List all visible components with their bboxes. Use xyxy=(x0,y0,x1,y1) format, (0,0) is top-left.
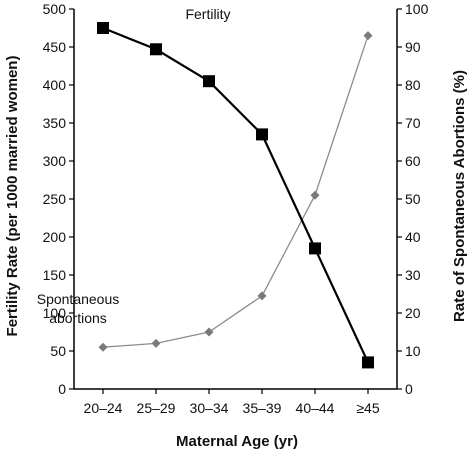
right-axis-title: Rate of Spontaneous Abortions (%) xyxy=(451,70,468,322)
left-axis-ticks: 0 50 100 150 200 250 300 350 400 450 500 xyxy=(43,1,74,397)
right-tick-label: 100 xyxy=(405,1,429,17)
x-axis-ticks: 20–24 25–29 30–34 35–39 40–44 ≥45 xyxy=(84,389,380,416)
right-tick-label: 60 xyxy=(405,153,421,169)
fertility-point xyxy=(362,356,374,369)
right-tick-label: 90 xyxy=(405,39,421,55)
fertility-line xyxy=(102,26,369,363)
right-tick-label: 40 xyxy=(405,229,421,245)
x-tick-label: 40–44 xyxy=(296,400,335,416)
abortions-line xyxy=(102,35,369,348)
annotation-fertility: Fertility xyxy=(185,6,230,22)
abortions-point xyxy=(310,190,320,200)
right-tick-label: 80 xyxy=(405,77,421,93)
fertility-point xyxy=(150,43,162,56)
right-tick-label: 70 xyxy=(405,115,421,131)
x-tick-label: 35–39 xyxy=(243,400,282,416)
x-tick-label: ≥45 xyxy=(356,400,379,416)
fertility-point xyxy=(309,242,321,255)
right-axis-ticks: 0 10 20 30 40 50 60 70 80 90 100 xyxy=(397,1,429,397)
left-axis-title: Fertility Rate (per 1000 married women) xyxy=(4,56,21,337)
fertility-point xyxy=(256,128,268,141)
x-axis-title: Maternal Age (yr) xyxy=(176,433,298,450)
left-tick-label: 300 xyxy=(43,153,67,169)
fertility-point xyxy=(97,22,109,34)
right-tick-label: 20 xyxy=(405,305,421,321)
x-tick-label: 25–29 xyxy=(137,400,176,416)
abortions-point xyxy=(204,327,214,337)
axes xyxy=(73,9,398,390)
left-tick-label: 450 xyxy=(43,39,67,55)
annotation-abortions-line2: abortions xyxy=(49,310,107,326)
left-tick-label: 0 xyxy=(58,381,66,397)
right-tick-label: 0 xyxy=(405,381,413,397)
fertility-point xyxy=(203,75,215,88)
abortions-point xyxy=(98,342,108,352)
left-tick-label: 350 xyxy=(43,115,67,131)
x-tick-label: 30–34 xyxy=(190,400,229,416)
left-tick-label: 500 xyxy=(43,1,67,17)
left-tick-label: 150 xyxy=(43,267,67,283)
series-fertility xyxy=(97,22,374,369)
abortions-point xyxy=(151,338,161,348)
left-tick-label: 200 xyxy=(43,229,67,245)
series-spontaneous-abortions xyxy=(98,31,373,352)
left-tick-label: 50 xyxy=(50,343,66,359)
annotation-abortions-line1: Spontaneous xyxy=(37,291,120,307)
left-tick-label: 100 xyxy=(43,305,67,321)
right-tick-label: 50 xyxy=(405,191,421,207)
abortions-point xyxy=(257,291,267,301)
left-tick-label: 400 xyxy=(43,77,67,93)
x-tick-label: 20–24 xyxy=(84,400,123,416)
abortions-point xyxy=(363,31,373,41)
right-tick-label: 30 xyxy=(405,267,421,283)
left-tick-label: 250 xyxy=(43,191,67,207)
right-tick-label: 10 xyxy=(405,343,421,359)
